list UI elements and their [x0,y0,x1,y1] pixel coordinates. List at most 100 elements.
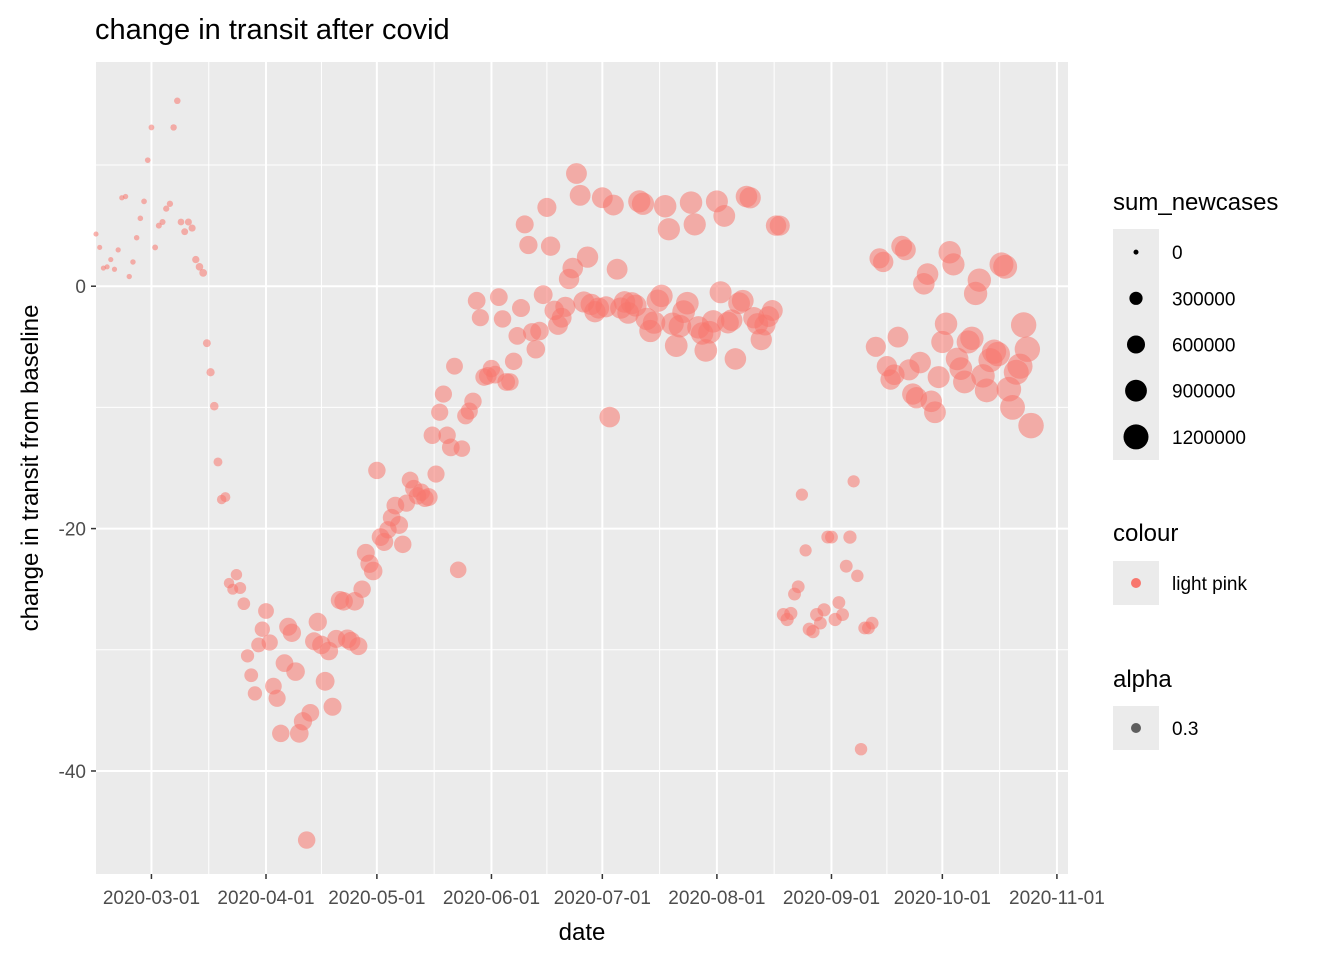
data-point [431,403,449,421]
data-point [599,406,621,428]
y-axis-title: change in transit from baseline [17,305,44,632]
data-point [272,724,290,743]
data-point [446,357,463,375]
data-point [213,457,223,467]
data-point [363,561,383,581]
legend-size-label: 600000 [1172,336,1235,357]
data-point [199,269,208,277]
data-point [784,606,798,621]
data-point [642,311,666,334]
y-tick-label: -20 [59,520,86,541]
y-axis: -40 -20 0 [59,277,96,783]
data-point [192,255,200,264]
data-point [188,224,196,232]
data-point [144,157,151,164]
data-point [942,253,965,276]
data-point [449,561,467,579]
data-point [606,258,628,280]
legend-size-key [1126,335,1146,354]
data-point [924,401,946,424]
legend-colour-key [1131,578,1141,588]
data-point [297,831,316,849]
x-tick-label: 2020-06-01 [443,888,540,909]
data-point [286,662,305,681]
legend-size-items: 0 300000 600000 900000 1200000 [1123,243,1246,450]
data-point [709,281,732,304]
legend-size-label: 900000 [1172,382,1235,403]
x-tick-label: 2020-10-01 [894,888,991,909]
data-point [795,488,809,501]
data-point [1014,336,1041,362]
data-point [851,569,864,583]
data-point [152,244,159,251]
data-point [683,213,706,236]
data-point [234,581,247,594]
legend-size-key [1125,379,1147,402]
data-point [427,465,445,483]
x-axis-title: date [559,919,606,946]
data-point [806,625,820,639]
data-point [1018,412,1044,439]
data-point [562,257,584,279]
data-point [650,284,673,308]
legend-size-label: 300000 [1172,289,1235,310]
legend-size-label: 0 [1172,243,1183,264]
data-point [515,215,534,234]
data-point [268,689,286,707]
data-point [865,336,886,357]
plot-panel [96,62,1068,874]
data-point [97,244,103,250]
data-point [419,488,438,507]
data-point [799,544,812,557]
data-point [237,597,251,611]
data-point [854,742,868,756]
data-point [847,475,860,488]
data-point [675,291,699,315]
data-point [181,228,189,236]
data-point [93,231,99,237]
data-point [244,668,259,683]
data-point [836,608,849,622]
data-point [163,205,170,212]
x-tick-label: 2020-11-01 [1009,888,1105,909]
data-point [137,215,144,222]
data-point [993,254,1018,279]
data-point [865,616,879,630]
data-point [489,288,508,306]
data-point [423,426,442,445]
data-point [493,310,512,328]
x-tick-label: 2020-09-01 [783,888,880,909]
data-point [909,351,931,374]
data-point [261,634,278,651]
data-point [537,197,557,217]
data-point [394,535,412,554]
data-point [230,568,243,581]
data-point [434,385,452,403]
data-point [566,163,587,184]
legend-colour-title: colour [1113,520,1178,547]
data-point [206,368,215,377]
data-point [631,192,655,215]
data-point [576,246,599,268]
data-point [258,603,274,619]
data-point [133,234,140,241]
data-point [653,194,677,218]
legend-size-key [1129,291,1143,305]
data-point [985,341,1010,367]
data-point [555,296,576,317]
data-points [93,97,1044,849]
data-point [873,251,894,273]
data-point [739,187,761,209]
data-point [467,291,486,310]
data-point [368,461,386,480]
data-point [104,264,110,270]
data-point [839,559,853,573]
data-point [501,373,519,391]
data-point [155,222,162,229]
x-tick-label: 2020-05-01 [328,888,425,909]
data-point [254,621,270,637]
data-point [512,299,531,318]
data-point [508,327,527,345]
x-tick-label: 2020-08-01 [668,888,765,909]
